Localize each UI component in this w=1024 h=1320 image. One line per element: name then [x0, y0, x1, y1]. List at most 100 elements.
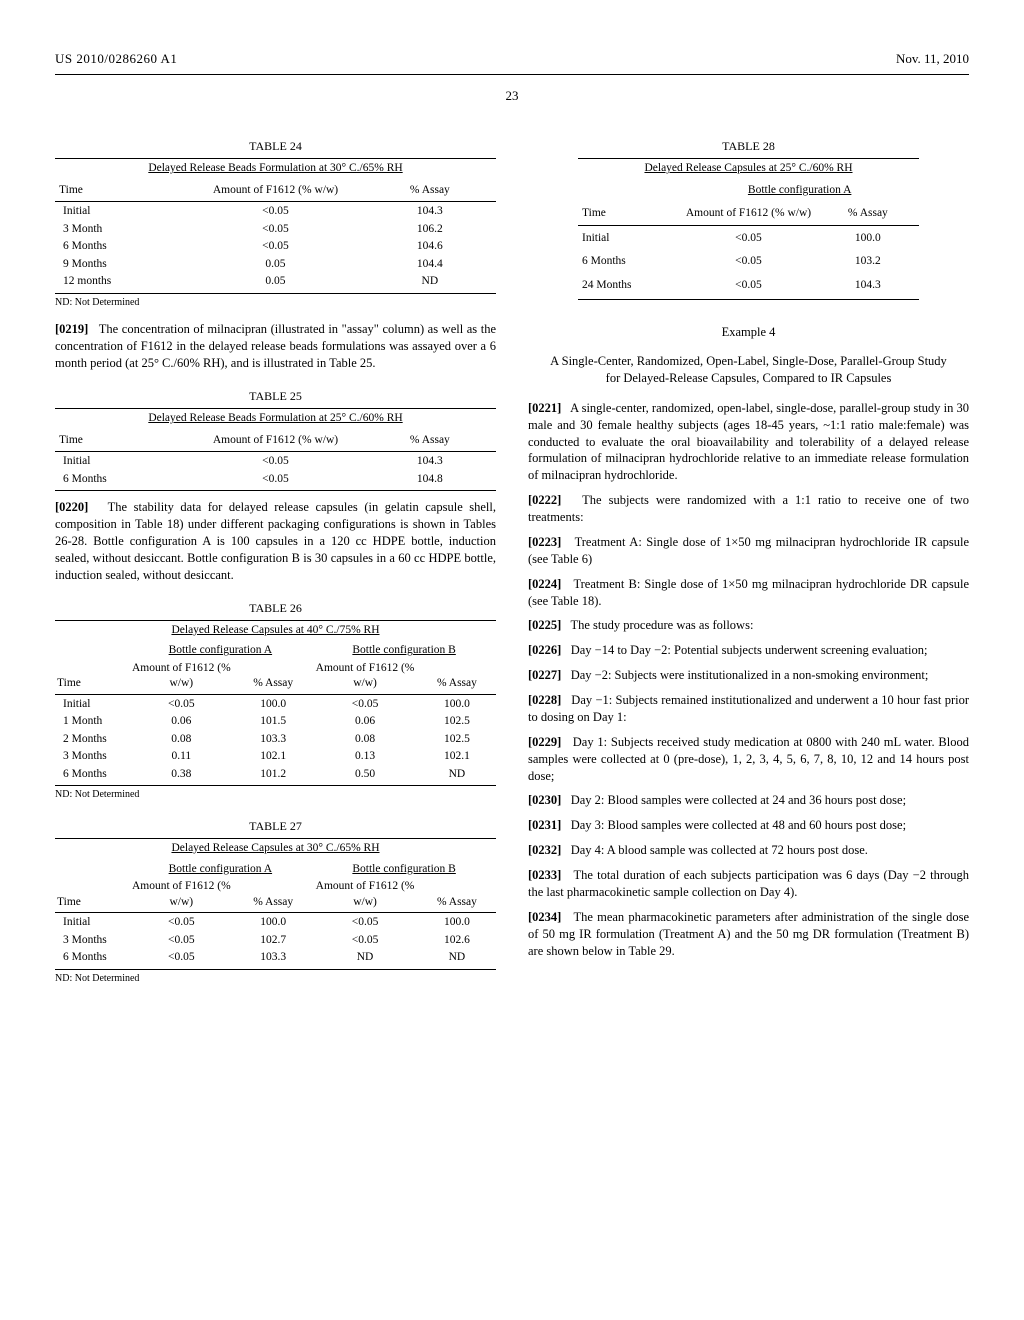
table-cell: ND [312, 949, 418, 967]
right-column: TABLE 28 Delayed Release Capsules at 25°… [528, 122, 969, 997]
table-row: 1 Month0.06101.50.06102.5 [55, 713, 496, 731]
table-title: Delayed Release Beads Formulation at 25°… [55, 411, 496, 427]
table-cell: 101.2 [234, 766, 312, 784]
table-cell: 102.7 [234, 932, 312, 950]
table-cell: 0.06 [312, 713, 418, 731]
table-cell: 9 Months [55, 256, 187, 274]
table-row: 2 Months0.08103.30.08102.5 [55, 731, 496, 749]
table-cell: 0.05 [187, 256, 363, 274]
table-cell: Initial [55, 696, 128, 714]
table-cell: 0.13 [312, 748, 418, 766]
para-0219: [0219] The concentration of milnacipran … [55, 321, 496, 372]
paragraph: [0234] The mean pharmacokinetic paramete… [528, 909, 969, 960]
paragraph: [0228] Day −1: Subjects remained institu… [528, 692, 969, 726]
table-cell: 12 months [55, 273, 187, 291]
table-cell: 100.0 [234, 914, 312, 932]
table-cell: <0.05 [680, 227, 816, 251]
two-column-layout: TABLE 24 Delayed Release Beads Formulati… [55, 122, 969, 997]
para-num: [0232] [528, 843, 561, 857]
paragraph: [0232] Day 4: A blood sample was collect… [528, 842, 969, 859]
para-text: The concentration of milnacipran (illust… [55, 322, 496, 370]
page-number: 23 [55, 87, 969, 105]
table-cell: Initial [578, 227, 680, 251]
table-cell: 6 Months [55, 766, 128, 784]
table-cell: <0.05 [128, 932, 234, 950]
table-cell: <0.05 [128, 696, 234, 714]
publication-date: Nov. 11, 2010 [896, 50, 969, 68]
table-row: 6 Months0.38101.20.50ND [55, 766, 496, 784]
table-cell: 0.11 [128, 748, 234, 766]
table-cell: <0.05 [680, 250, 816, 274]
para-num: [0227] [528, 668, 561, 682]
table-cell: <0.05 [312, 914, 418, 932]
paragraph: [0227] Day −2: Subjects were institution… [528, 667, 969, 684]
table-25: TABLE 25 Delayed Release Beads Formulati… [55, 388, 496, 491]
example-4-title: Example 4 [528, 324, 969, 341]
table-row: 6 Months<0.05103.3NDND [55, 949, 496, 967]
table-cell: 103.3 [234, 731, 312, 749]
table-cell: 3 Month [55, 221, 187, 239]
table-cell: 0.05 [187, 273, 363, 291]
para-text: Day −14 to Day −2: Potential subjects un… [568, 643, 928, 657]
para-0220: [0220] The stability data for delayed re… [55, 499, 496, 583]
table-row: 9 Months0.05104.4 [55, 256, 496, 274]
col-assay: % Assay [364, 181, 496, 201]
table-cell: 1 Month [55, 713, 128, 731]
table-cell: 102.6 [418, 932, 496, 950]
table-row: 6 Months<0.05104.6 [55, 238, 496, 256]
table-row: 3 Months<0.05102.7<0.05102.6 [55, 932, 496, 950]
table-cell: ND [364, 273, 496, 291]
para-num: [0233] [528, 868, 561, 882]
table-cell: 0.50 [312, 766, 418, 784]
para-text: Day 3: Blood samples were collected at 4… [568, 818, 906, 832]
table-cell: <0.05 [128, 914, 234, 932]
table-cell: 2 Months [55, 731, 128, 749]
table-cell: 100.0 [418, 914, 496, 932]
header-rule [55, 74, 969, 75]
col-time: Time [55, 181, 187, 201]
table-cell: <0.05 [187, 203, 363, 221]
table-row: 6 Months<0.05103.2 [578, 250, 919, 274]
table-row: Initial<0.05100.0<0.05100.0 [55, 696, 496, 714]
table-cell: 100.0 [817, 227, 919, 251]
para-num: [0230] [528, 793, 561, 807]
table-cell: 100.0 [234, 696, 312, 714]
table-row: 3 Months0.11102.10.13102.1 [55, 748, 496, 766]
table-cell: <0.05 [187, 221, 363, 239]
table-cell: 24 Months [578, 274, 680, 298]
para-text: The subjects were randomized with a 1:1 … [528, 493, 969, 524]
table-row: Initial<0.05100.0<0.05100.0 [55, 914, 496, 932]
table-27: TABLE 27 Delayed Release Capsules at 30°… [55, 818, 496, 985]
para-text: Day 1: Subjects received study medicatio… [528, 735, 969, 783]
table-24-data: Time Amount of F1612 (% w/w) % Assay [55, 181, 496, 201]
table-cell: ND [418, 766, 496, 784]
table-cell: 6 Months [55, 949, 128, 967]
table-cell: Initial [55, 203, 187, 221]
para-num: [0222] [528, 493, 561, 507]
table-cell: ND [418, 949, 496, 967]
paragraph: [0226] Day −14 to Day −2: Potential subj… [528, 642, 969, 659]
para-num: [0221] [528, 401, 561, 415]
table-cell: 6 Months [55, 238, 187, 256]
table-28: TABLE 28 Delayed Release Capsules at 25°… [528, 138, 969, 300]
para-num: [0225] [528, 618, 561, 632]
table-cell: Initial [55, 914, 128, 932]
table-cell: <0.05 [187, 453, 363, 471]
para-text: Day −1: Subjects remained institutionali… [528, 693, 969, 724]
para-text: Day 2: Blood samples were collected at 2… [568, 793, 906, 807]
table-row: 12 months0.05ND [55, 273, 496, 291]
table-cell: 103.2 [817, 250, 919, 274]
table-cell: 100.0 [418, 696, 496, 714]
para-num: [0219] [55, 322, 88, 336]
para-text: A single-center, randomized, open-label,… [528, 401, 969, 483]
para-num: [0220] [55, 500, 88, 514]
para-text: Treatment A: Single dose of 1×50 mg miln… [528, 535, 969, 566]
table-cell: 0.38 [128, 766, 234, 784]
para-text: The mean pharmacokinetic parameters afte… [528, 910, 969, 958]
table-cell: 103.3 [234, 949, 312, 967]
paragraph: [0225] The study procedure was as follow… [528, 617, 969, 634]
table-cell: 104.8 [364, 471, 496, 489]
publication-number: US 2010/0286260 A1 [55, 50, 177, 68]
left-column: TABLE 24 Delayed Release Beads Formulati… [55, 122, 496, 997]
table-caption: TABLE 25 [55, 388, 496, 404]
